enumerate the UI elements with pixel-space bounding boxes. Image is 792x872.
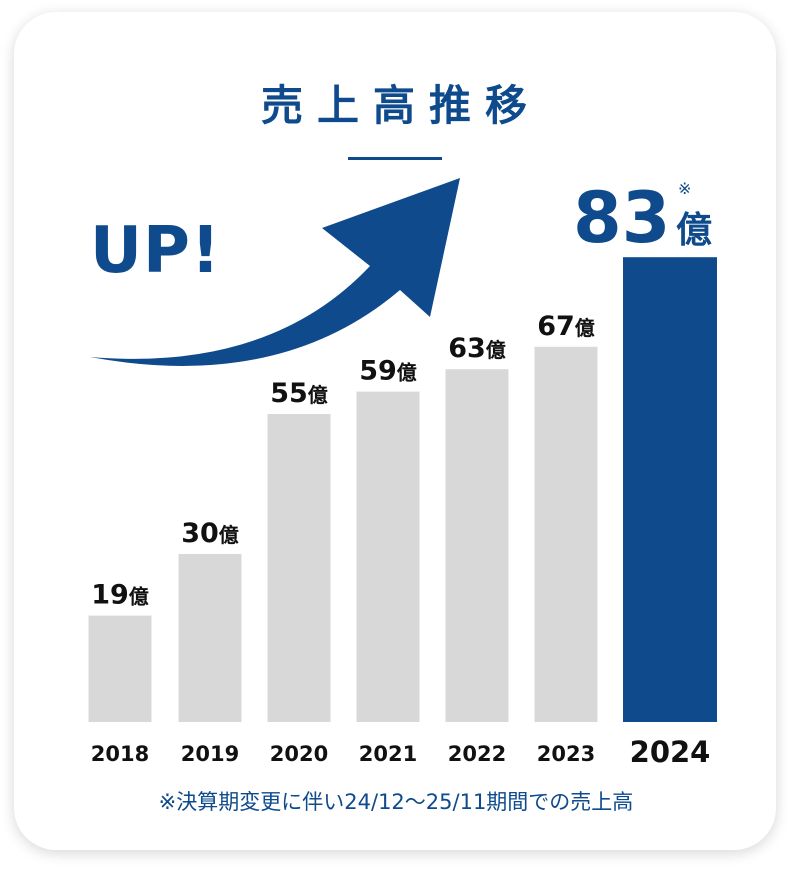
- bar-2020: [267, 414, 331, 722]
- data-label-2022: 63億: [448, 333, 506, 364]
- data-label-2018: 19億: [91, 580, 149, 611]
- up-arrow-icon: [90, 178, 460, 366]
- data-label-2021: 59億: [359, 356, 417, 387]
- highlight-note-mark: ※: [678, 179, 691, 198]
- highlight-value-number: 83: [573, 177, 670, 259]
- data-label-2019: 30億: [181, 518, 239, 549]
- x-tick-label-2023: 2023: [537, 742, 595, 766]
- footnote: ※決算期変更に伴い24/12〜25/11期間での売上高: [158, 790, 634, 814]
- x-tick-label-2018: 2018: [91, 742, 149, 766]
- bar-2023: [534, 346, 598, 722]
- chart-title: 売上高推移: [260, 81, 541, 130]
- x-tick-label-2019: 2019: [181, 742, 239, 766]
- up-label: UP!: [90, 214, 222, 288]
- x-tick-label-2024: 2024: [630, 735, 711, 769]
- bar-2018: [88, 615, 152, 722]
- x-tick-label-2020: 2020: [270, 742, 328, 766]
- bar-2021: [356, 391, 420, 722]
- x-tick-label-2021: 2021: [359, 742, 417, 766]
- x-tick-label-2022: 2022: [448, 742, 506, 766]
- data-label-2024: 83 億 ※: [573, 177, 712, 259]
- highlight-value-unit: 億: [676, 210, 712, 251]
- bar-2022: [445, 369, 509, 722]
- bar-2024: [623, 257, 717, 722]
- data-label-2023: 67億: [537, 311, 595, 342]
- bar-2019: [178, 554, 242, 722]
- title-underline: [348, 157, 442, 160]
- data-label-2020: 55億: [270, 378, 328, 409]
